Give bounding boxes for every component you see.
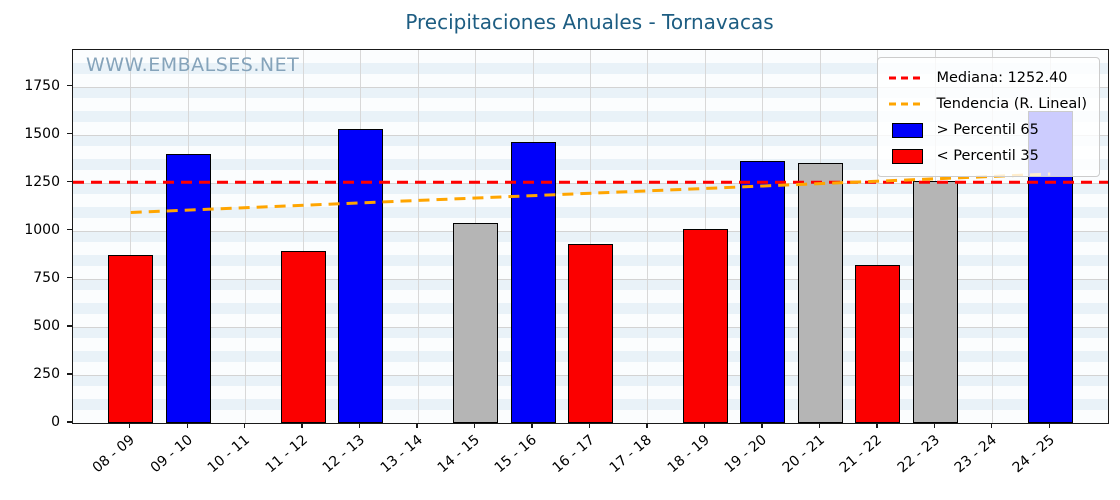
x-tick-label: 11 - 12 — [262, 432, 311, 477]
y-tick-mark — [67, 132, 72, 135]
x-gridline — [417, 50, 419, 423]
x-tick-mark — [991, 423, 993, 428]
bar-21-22 — [855, 265, 901, 423]
y-gridline — [73, 230, 1108, 232]
x-tick-label: 23 - 24 — [951, 432, 1001, 477]
bar-19-20 — [740, 160, 786, 423]
x-gridline — [992, 50, 994, 423]
y-tick-label: 250 — [33, 365, 60, 382]
x-gridline — [130, 50, 132, 423]
x-tick-mark — [358, 423, 361, 428]
blue-swatch-icon — [888, 122, 926, 138]
y-gridline — [73, 86, 1108, 88]
plot-area: WWW.EMBALSES.NET Mediana: 1252.40 Tenden… — [72, 49, 1109, 424]
y-tick-mark — [67, 229, 72, 231]
bar-15-16 — [510, 142, 556, 423]
watermark: WWW.EMBALSES.NET — [86, 54, 300, 76]
y-tick-mark — [67, 180, 72, 183]
y-tick-label: 1250 — [24, 173, 60, 190]
red-swatch-icon — [888, 148, 926, 164]
x-tick-mark — [1048, 423, 1050, 428]
y-tick-label: 1500 — [24, 125, 60, 142]
x-tick-mark — [933, 423, 935, 428]
x-tick-label: 09 - 10 — [147, 432, 196, 477]
x-tick-label: 10 - 11 — [204, 432, 253, 477]
bar-22-23 — [912, 180, 958, 423]
x-tick-label: 18 - 19 — [664, 432, 713, 477]
x-axis: 08 - 09 09 - 10 10 - 11 11 - 12 12 - 13 13 - … — [72, 423, 1107, 500]
x-gridline — [590, 50, 591, 423]
x-tick-label: 15 - 16 — [492, 432, 541, 477]
bar-18-19 — [682, 228, 728, 423]
legend-row-median: Mediana: 1252.40 — [888, 65, 1087, 91]
x-tick-label: 20 - 21 — [779, 432, 828, 477]
legend-label-above-p65: > Percentil 65 — [936, 122, 1039, 138]
x-tick-mark — [588, 423, 591, 428]
legend-label-median: Mediana: 1252.40 — [936, 70, 1068, 86]
x-tick-mark — [646, 423, 648, 428]
x-gridline — [647, 50, 649, 423]
y-tick-label: 1000 — [24, 221, 60, 238]
median-dash-icon — [888, 75, 926, 81]
legend-label-below-p35: < Percentil 35 — [936, 148, 1039, 164]
legend-row-above-p65: > Percentil 65 — [888, 117, 1087, 143]
median-and-trend-lines — [73, 172, 1108, 214]
y-gridline — [73, 182, 1108, 184]
bar-09-10 — [165, 153, 211, 423]
x-tick-label: 13 - 14 — [377, 432, 426, 477]
x-gridline — [877, 50, 879, 423]
x-tick-label: 21 - 22 — [836, 432, 886, 477]
x-gridline — [245, 50, 247, 423]
x-tick-mark — [473, 423, 476, 428]
y-gridline — [73, 134, 1108, 136]
x-tick-mark — [818, 423, 821, 428]
x-tick-mark — [416, 423, 418, 428]
y-tick-mark — [67, 421, 72, 423]
y-tick-label: 500 — [33, 317, 60, 334]
chart-title: Precipitaciones Anuales - Tornavacas — [405, 10, 774, 34]
legend-row-below-p35: < Percentil 35 — [888, 143, 1087, 169]
bar-11-12 — [280, 250, 326, 423]
y-axis: 0 250 500 750 1000 1250 1500 1750 — [0, 49, 72, 430]
y-tick-mark — [67, 373, 72, 375]
bar-12-13 — [338, 128, 384, 423]
y-tick-label: 750 — [33, 269, 60, 286]
bar-16-17 — [568, 244, 613, 423]
x-tick-mark — [761, 423, 763, 428]
legend-row-trend: Tendencia (R. Lineal) — [888, 91, 1087, 117]
x-tick-mark — [531, 423, 533, 428]
x-tick-mark — [876, 423, 878, 428]
y-tick-mark — [67, 277, 72, 279]
bar-14-15 — [453, 223, 499, 423]
x-tick-label: 19 - 20 — [721, 432, 771, 477]
y-tick-mark — [67, 325, 72, 327]
x-tick-mark — [186, 423, 188, 428]
legend: Mediana: 1252.40 Tendencia (R. Lineal) >… — [877, 57, 1100, 177]
x-tick-mark — [243, 423, 246, 428]
bar-08-09 — [108, 254, 154, 423]
x-tick-label: 16 - 17 — [549, 432, 598, 477]
x-tick-label: 12 - 13 — [319, 432, 368, 477]
x-tick-label: 08 - 09 — [89, 432, 139, 477]
x-tick-label: 22 - 23 — [894, 432, 943, 477]
x-tick-label: 24 - 25 — [1009, 432, 1058, 477]
x-tick-mark — [703, 423, 706, 428]
x-gridline — [302, 50, 304, 423]
x-tick-label: 14 - 15 — [434, 432, 483, 477]
y-tick-mark — [67, 84, 72, 87]
x-tick-mark — [129, 423, 131, 428]
bar-20-21 — [797, 163, 843, 423]
trend-dash-icon — [888, 101, 926, 107]
x-tick-mark — [301, 423, 303, 428]
x-tick-label: 17 - 18 — [606, 432, 656, 477]
y-tick-label: 1750 — [24, 77, 60, 94]
y-tick-label: 0 — [51, 414, 60, 430]
legend-label-trend: Tendencia (R. Lineal) — [936, 96, 1087, 112]
